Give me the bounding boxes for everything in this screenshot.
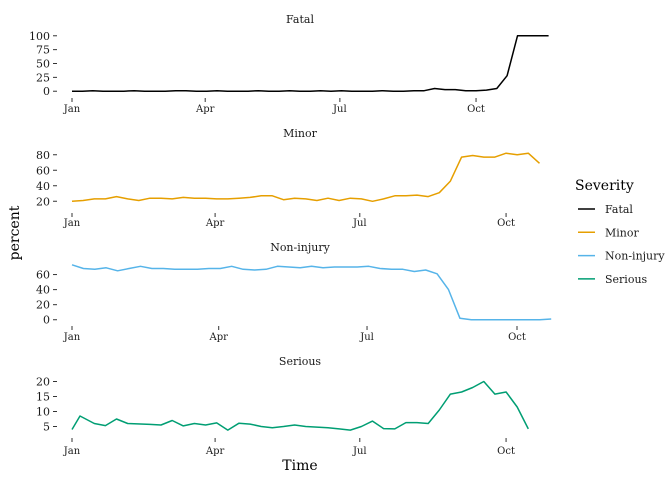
y-tick-label-minor: 60 bbox=[36, 164, 50, 177]
y-tick-label-serious: 20 bbox=[36, 376, 50, 389]
legend-title: Severity bbox=[575, 178, 634, 194]
y-tick-label-fatal: 0 bbox=[43, 85, 50, 98]
legend-label-fatal: Fatal bbox=[605, 203, 633, 216]
x-tick-label-non-injury: Oct bbox=[508, 332, 526, 343]
x-tick-label-non-injury: Jul bbox=[359, 332, 374, 343]
y-tick-label-non-injury: 60 bbox=[36, 269, 50, 282]
x-tick-label-minor: Oct bbox=[497, 218, 515, 229]
x-tick-label-serious: Jan bbox=[63, 446, 81, 457]
y-tick-label-fatal: 75 bbox=[36, 44, 50, 57]
y-tick-label-minor: 40 bbox=[36, 180, 50, 193]
panel-title-fatal: Fatal bbox=[286, 13, 314, 26]
panel-title-minor: Minor bbox=[283, 127, 317, 140]
x-tick-label-serious: Jul bbox=[352, 446, 367, 457]
y-tick-label-minor: 80 bbox=[36, 149, 50, 162]
legend-label-non-injury: Non-injury bbox=[605, 250, 665, 263]
y-tick-label-non-injury: 20 bbox=[36, 299, 50, 312]
x-tick-label-minor: Jul bbox=[352, 218, 367, 229]
y-tick-label-serious: 15 bbox=[36, 391, 50, 404]
y-tick-label-serious: 10 bbox=[36, 406, 50, 419]
x-tick-label-fatal: Jul bbox=[332, 104, 347, 115]
x-axis-title: Time bbox=[282, 458, 317, 474]
legend-label-serious: Serious bbox=[605, 273, 648, 286]
x-tick-label-serious: Oct bbox=[497, 446, 515, 457]
series-line-minor bbox=[71, 152, 541, 203]
y-tick-label-non-injury: 40 bbox=[36, 284, 50, 297]
panel-title-serious: Serious bbox=[279, 355, 322, 368]
series-line-serious bbox=[71, 380, 529, 431]
x-tick-label-fatal: Apr bbox=[195, 104, 215, 115]
y-tick-label-serious: 5 bbox=[43, 421, 50, 434]
x-tick-label-serious: Apr bbox=[205, 446, 225, 457]
x-tick-label-fatal: Jan bbox=[63, 104, 81, 115]
y-tick-label-fatal: 25 bbox=[36, 71, 50, 84]
series-line-non-injury bbox=[71, 264, 552, 321]
y-tick-label-fatal: 100 bbox=[29, 30, 50, 43]
x-tick-label-non-injury: Apr bbox=[208, 332, 228, 343]
x-tick-label-minor: Jan bbox=[63, 218, 81, 229]
x-tick-label-fatal: Oct bbox=[467, 104, 485, 115]
y-tick-label-minor: 20 bbox=[36, 195, 50, 208]
panel-title-non-injury: Non-injury bbox=[270, 241, 330, 254]
y-tick-label-non-injury: 0 bbox=[43, 314, 50, 327]
y-axis-title: percent bbox=[7, 205, 23, 260]
x-tick-label-non-injury: Jan bbox=[63, 332, 81, 343]
y-tick-label-fatal: 50 bbox=[36, 58, 50, 71]
legend-label-minor: Minor bbox=[605, 226, 639, 239]
series-line-fatal bbox=[72, 35, 549, 92]
x-tick-label-minor: Apr bbox=[205, 218, 225, 229]
